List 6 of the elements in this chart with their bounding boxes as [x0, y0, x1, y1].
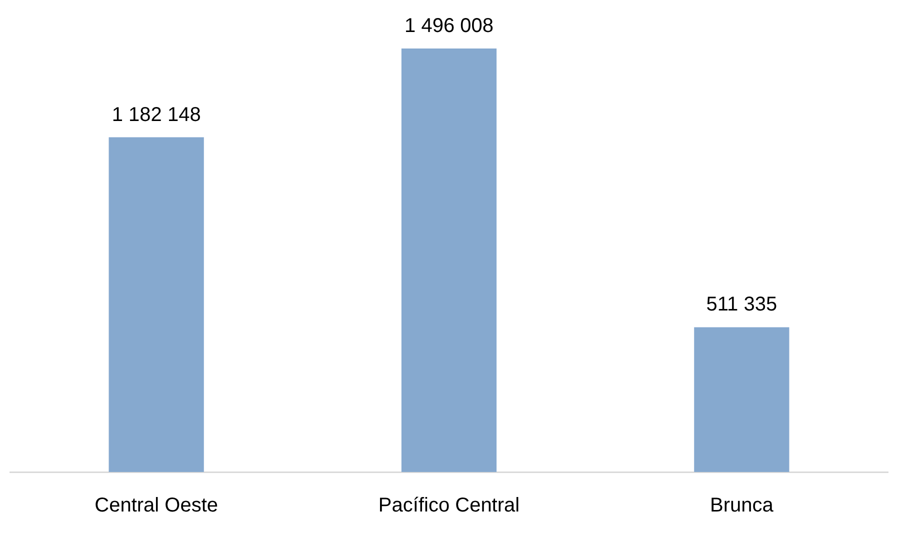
x-tick-label: Pacífico Central [378, 494, 520, 517]
data-label: 1 182 148 [112, 104, 201, 126]
data-label: 511 335 [706, 294, 778, 316]
data-label: 1 496 008 [404, 14, 494, 37]
x-tick-label: Brunca [710, 494, 774, 517]
x-tick-label: Central Oeste [94, 494, 218, 517]
